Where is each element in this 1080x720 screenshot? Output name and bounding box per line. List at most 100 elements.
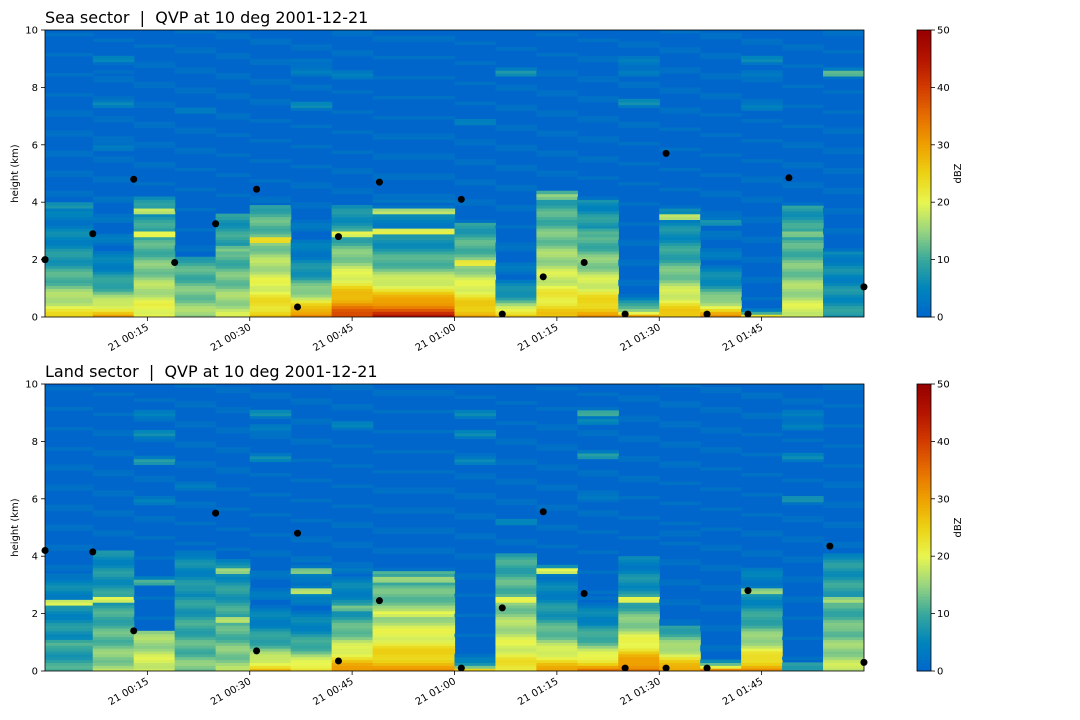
heatmap-cell (659, 291, 701, 295)
heatmap-cell (823, 590, 864, 595)
heatmap-cell (659, 90, 701, 94)
heatmap-cell (454, 265, 497, 269)
heatmap-cell (290, 633, 333, 638)
colorbar-segment (917, 90, 931, 94)
heatmap-cell (700, 248, 742, 252)
heatmap-cell (215, 113, 251, 117)
heatmap-cell (290, 619, 333, 623)
heatmap-cell (536, 70, 578, 74)
y-tick-label: 8 (32, 437, 38, 448)
heatmap-cell (45, 93, 94, 97)
heatmap-cell (823, 653, 864, 658)
heatmap-cell (372, 547, 456, 552)
heatmap-cell (495, 73, 537, 77)
colorbar-segment (917, 116, 931, 120)
heatmap-cell (577, 633, 619, 638)
heatmap-cell (215, 216, 251, 221)
heatmap-cell (454, 271, 497, 275)
heatmap-cell (290, 58, 333, 63)
heatmap-cell (372, 55, 456, 60)
heatmap-cell (454, 415, 497, 420)
heatmap-cell (577, 219, 619, 223)
heatmap-cell (92, 642, 135, 646)
heatmap-cell (618, 279, 660, 284)
heatmap-cell (454, 576, 497, 580)
heatmap-cell (618, 587, 660, 592)
colorbar (917, 30, 931, 318)
heatmap-cell (577, 273, 619, 278)
heatmap-cell (782, 273, 824, 278)
heatmap-cell (174, 248, 217, 252)
heatmap-cell (133, 101, 176, 106)
heatmap-cell (536, 253, 578, 258)
heatmap-cell (782, 536, 824, 540)
heatmap-cell (495, 561, 537, 566)
heatmap-cell (372, 656, 456, 661)
heatmap-cell (454, 101, 497, 106)
heatmap-cell (700, 665, 742, 669)
colorbar-segment (917, 30, 931, 34)
heatmap-cell (290, 593, 333, 597)
heatmap-cell (659, 579, 701, 583)
heatmap-cell (45, 642, 94, 646)
heatmap-cell (454, 230, 497, 235)
data-point (539, 273, 547, 281)
heatmap-cell (823, 299, 864, 304)
heatmap-cell (577, 490, 619, 494)
heatmap-cell (577, 625, 619, 629)
heatmap-cell (290, 222, 333, 226)
heatmap-cell (536, 259, 578, 264)
heatmap-cell (495, 610, 537, 615)
heatmap-cell (249, 213, 292, 218)
heatmap-cell (249, 216, 292, 221)
heatmap-cell (249, 665, 292, 669)
heatmap-cell (454, 296, 497, 301)
heatmap-cell (372, 573, 456, 577)
heatmap-cell (133, 302, 176, 307)
heatmap-cell (215, 547, 251, 552)
heatmap-cell (92, 659, 135, 663)
heatmap-cell (133, 271, 176, 275)
colorbar-segment (917, 561, 931, 566)
heatmap-cell (174, 90, 217, 94)
heatmap-cell (92, 219, 135, 223)
colorbar-segment (917, 668, 931, 672)
heatmap-cell (823, 570, 864, 575)
heatmap-cell (495, 659, 537, 663)
heatmap-cell (215, 593, 251, 597)
heatmap-cell (536, 173, 578, 177)
heatmap-cell (290, 559, 333, 563)
heatmap-cell (823, 604, 864, 609)
colorbar-segment (917, 415, 931, 419)
heatmap-cell (372, 299, 456, 304)
heatmap-cell (700, 288, 742, 292)
heatmap-cell (823, 311, 864, 315)
heatmap-cell (290, 656, 333, 661)
heatmap-cell (659, 242, 701, 246)
heatmap-cell (782, 47, 824, 51)
heatmap-cell (495, 622, 537, 626)
heatmap-cell (249, 429, 292, 434)
heatmap-cell (249, 513, 292, 517)
heatmap-cell (700, 662, 742, 666)
heatmap-cell (133, 213, 176, 218)
heatmap-cell (331, 265, 374, 269)
heatmap-cell (133, 64, 176, 68)
heatmap-cell (454, 285, 497, 289)
heatmap-cell (495, 668, 537, 671)
heatmap-cell (92, 213, 135, 218)
heatmap-cell (290, 299, 333, 304)
heatmap-cell (536, 32, 578, 37)
colorbar-segment (917, 282, 931, 286)
heatmap-cell (372, 409, 456, 414)
heatmap-cell (823, 556, 864, 560)
heatmap-cell (249, 455, 292, 460)
heatmap-cell (133, 262, 176, 266)
heatmap-cell (174, 613, 217, 618)
heatmap-cell (92, 576, 135, 580)
heatmap-cell (618, 622, 660, 626)
heatmap-cell (372, 156, 456, 160)
heatmap-cell (45, 265, 94, 269)
heatmap-cell (249, 311, 292, 315)
heatmap-cell (133, 516, 176, 520)
